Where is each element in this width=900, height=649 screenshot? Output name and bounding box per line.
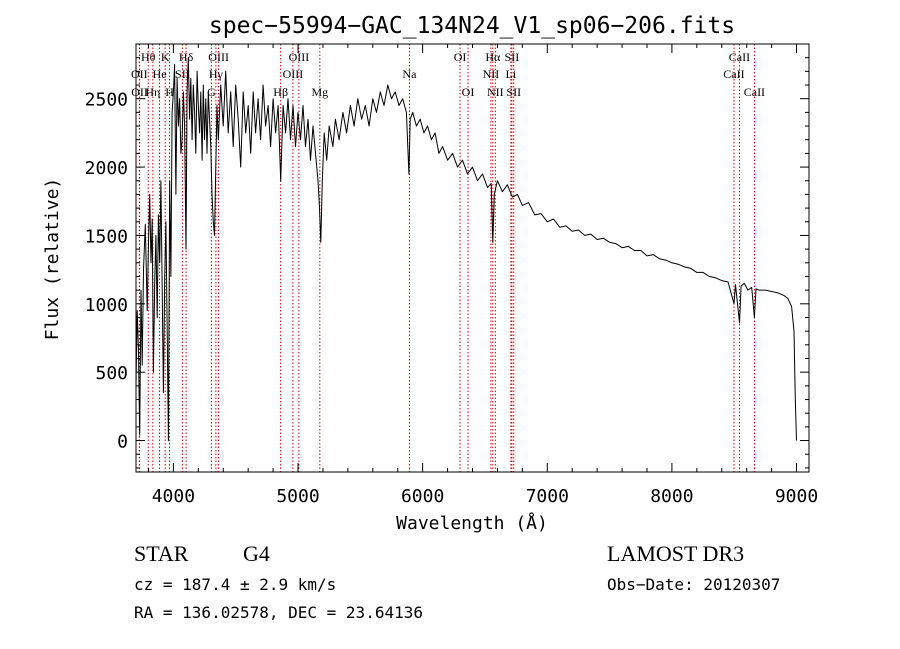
y-tick-label: 0 bbox=[117, 432, 128, 453]
line-marker-guides bbox=[138, 44, 755, 472]
y-tick-label: 1000 bbox=[85, 295, 128, 316]
line-marker-label: Li bbox=[506, 67, 517, 81]
line-marker-label: SII bbox=[505, 50, 520, 64]
y-tick-label: 500 bbox=[95, 363, 128, 384]
line-marker-label: Na bbox=[402, 67, 417, 81]
line-marker-label: OIII bbox=[289, 50, 310, 64]
y-tick-label: 1500 bbox=[85, 226, 128, 247]
line-marker-label: Hγ bbox=[209, 67, 224, 81]
obs-date-text: Obs−Date: 20120307 bbox=[607, 575, 780, 594]
line-marker-labels: HθOIIOIIHηHeKHSIIHδHγGOIIIHβOIIIOIIIMgNa… bbox=[131, 50, 765, 99]
line-marker-label: He bbox=[153, 67, 167, 81]
object-subclass: G4 bbox=[243, 541, 270, 566]
x-tick-label: 4000 bbox=[152, 486, 195, 507]
line-marker-label: Hβ bbox=[273, 85, 288, 99]
line-marker-label: H bbox=[165, 85, 174, 99]
coords-text: RA = 136.02578, DEC = 23.64136 bbox=[134, 603, 423, 622]
line-marker-label: SII bbox=[506, 85, 521, 99]
line-marker-label: OIII bbox=[208, 50, 229, 64]
chart-title: spec−55994−GAC_134N24_V1_sp06−206.fits bbox=[209, 13, 735, 39]
flux-series bbox=[135, 57, 797, 441]
y-tick-label: 2000 bbox=[85, 158, 128, 179]
flux-line bbox=[135, 57, 797, 441]
line-marker-label: SII bbox=[175, 67, 190, 81]
survey-name: LAMOST DR3 bbox=[607, 541, 744, 566]
axis-ticks bbox=[136, 43, 809, 472]
x-tick-label: 5000 bbox=[276, 486, 319, 507]
line-marker-label: Mg bbox=[311, 85, 328, 99]
y-axis-label: Flux (relative) bbox=[42, 178, 63, 341]
y-tick-label: 2500 bbox=[85, 90, 128, 111]
x-tick-label: 7000 bbox=[526, 486, 569, 507]
line-marker-label: OI bbox=[462, 85, 475, 99]
line-marker-label: G bbox=[207, 85, 216, 99]
x-tick-label: 8000 bbox=[650, 486, 693, 507]
line-marker-label: K bbox=[161, 50, 170, 64]
redshift-text: cz = 187.4 ± 2.9 km/s bbox=[134, 575, 336, 594]
line-marker-label: Hδ bbox=[179, 50, 194, 64]
line-marker-label: Hη bbox=[145, 85, 160, 99]
line-marker-label: Hα bbox=[485, 50, 501, 64]
line-marker-label: OII bbox=[131, 85, 148, 99]
line-marker-label: CaII bbox=[729, 50, 750, 64]
line-marker-label: NII bbox=[487, 85, 504, 99]
line-marker-label: OI bbox=[454, 50, 467, 64]
line-marker-label: NII bbox=[483, 67, 500, 81]
line-marker-label: CaII bbox=[744, 85, 765, 99]
x-axis-label: Wavelength (Å) bbox=[396, 512, 548, 534]
line-marker-label: OII bbox=[131, 67, 148, 81]
line-marker-label: OIII bbox=[283, 67, 304, 81]
line-marker-label: Hθ bbox=[141, 50, 156, 64]
line-marker-label: CaII bbox=[723, 67, 744, 81]
x-tick-label: 9000 bbox=[775, 486, 818, 507]
axis-tick-labels: 4000 5000 6000 7000 8000 9000 0 500 1000 1500 2000… bbox=[85, 90, 819, 507]
object-class: STAR bbox=[134, 541, 189, 566]
x-tick-label: 6000 bbox=[401, 486, 444, 507]
